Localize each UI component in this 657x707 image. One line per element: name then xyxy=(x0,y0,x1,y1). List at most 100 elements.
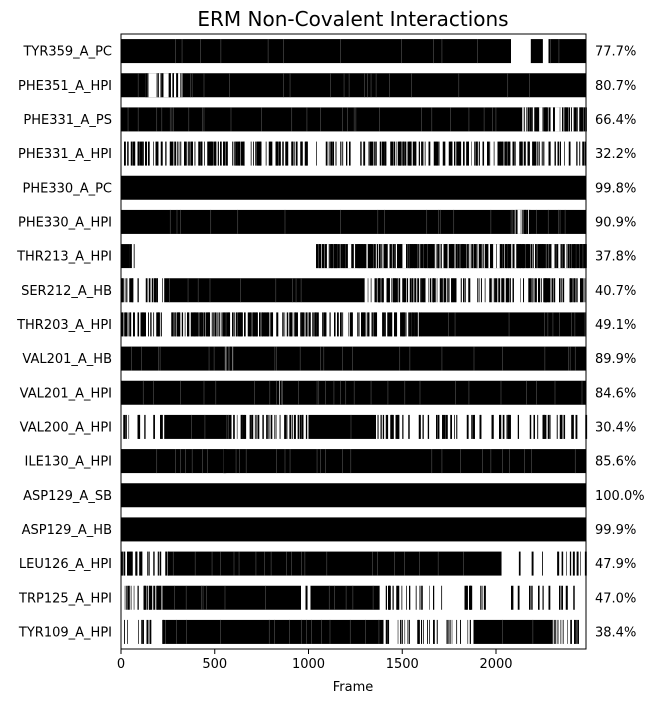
frame-tick xyxy=(393,278,394,303)
flicker-tick xyxy=(176,619,177,644)
interaction-row: ASP129_A_HB 99.9% xyxy=(22,517,636,542)
row-label: PHE331_A_HPI xyxy=(18,147,112,162)
frame-tick xyxy=(517,414,520,439)
frame-tick xyxy=(480,585,482,610)
frame-tick xyxy=(150,619,151,644)
frame-tick xyxy=(241,414,243,439)
frame-tick xyxy=(547,244,548,269)
frame-tick xyxy=(418,312,420,337)
frame-tick xyxy=(555,619,557,644)
flicker-tick xyxy=(433,39,434,64)
frame-tick xyxy=(346,244,348,269)
frame-tick xyxy=(212,141,214,166)
frame-tick xyxy=(414,141,416,166)
flicker-tick xyxy=(437,244,439,269)
frame-tick xyxy=(567,107,569,132)
row-label: THR213_A_HPI xyxy=(16,250,112,265)
flicker-tick xyxy=(291,107,293,132)
frame-tick xyxy=(437,414,440,439)
frame-tick xyxy=(546,107,548,132)
frame-tick xyxy=(466,141,467,166)
flicker-tick xyxy=(301,619,302,644)
frame-tick xyxy=(155,141,158,166)
frame-tick xyxy=(364,244,365,269)
frame-tick xyxy=(535,141,537,166)
frame-tick xyxy=(229,346,231,371)
frame-tick xyxy=(569,141,571,166)
frame-tick xyxy=(525,141,527,166)
frame-tick xyxy=(484,244,486,269)
frame-tick xyxy=(489,141,491,166)
frame-tick xyxy=(500,244,502,269)
frame-tick xyxy=(512,244,514,269)
flicker-tick xyxy=(559,209,561,234)
frame-tick xyxy=(423,619,424,644)
frame-tick xyxy=(208,312,210,337)
frame-tick xyxy=(316,312,318,337)
x-tick-label: 0 xyxy=(117,657,125,672)
frame-tick xyxy=(340,244,342,269)
frame-tick xyxy=(504,141,505,166)
frame-tick xyxy=(382,414,385,439)
flicker-tick xyxy=(206,585,207,610)
flicker-tick xyxy=(158,346,159,371)
frame-tick xyxy=(341,244,343,269)
frame-tick xyxy=(287,141,289,166)
flicker-tick xyxy=(574,312,576,337)
flicker-tick xyxy=(552,312,554,337)
frame-tick xyxy=(538,141,540,166)
frame-tick xyxy=(370,244,373,269)
frame-tick xyxy=(436,414,438,439)
rows-layer: TYR359_A_PC 77.7% PHE351_A_HPI 80.7% PHE331_… xyxy=(16,39,645,644)
frame-tick xyxy=(553,107,555,132)
frame-tick xyxy=(555,244,557,269)
chart-title: ERM Non-Covalent Interactions xyxy=(197,7,508,31)
interaction-row: THR213_A_HPI 37.8% xyxy=(16,244,636,269)
frame-tick xyxy=(325,312,327,337)
occupancy-span xyxy=(473,619,553,644)
frame-tick xyxy=(127,141,128,166)
flicker-tick xyxy=(268,619,270,644)
flicker-tick xyxy=(181,39,183,64)
frame-tick xyxy=(537,414,539,439)
frame-tick xyxy=(382,312,385,337)
flicker-tick xyxy=(526,380,527,405)
frame-tick xyxy=(526,244,528,269)
frame-tick xyxy=(160,551,162,576)
frame-tick xyxy=(584,141,586,166)
frame-tick xyxy=(428,278,430,303)
flicker-tick xyxy=(352,585,354,610)
frame-tick xyxy=(124,278,126,303)
frame-tick xyxy=(271,312,273,337)
flicker-tick xyxy=(558,39,560,64)
frame-tick xyxy=(257,141,260,166)
row-percent-label: 49.1% xyxy=(595,318,636,333)
frame-tick xyxy=(127,551,129,576)
frame-tick xyxy=(202,312,204,337)
frame-tick xyxy=(301,312,304,337)
frame-tick xyxy=(446,244,448,269)
frame-tick xyxy=(362,244,364,269)
flicker-tick xyxy=(131,346,132,371)
frame-tick xyxy=(355,244,357,269)
frame-tick xyxy=(542,244,544,269)
frame-tick xyxy=(389,244,392,269)
frame-tick xyxy=(190,312,193,337)
frame-tick xyxy=(433,278,436,303)
frame-tick xyxy=(133,141,135,166)
occupancy-ticks xyxy=(511,39,531,64)
frame-tick xyxy=(510,278,511,303)
flicker-tick xyxy=(377,209,379,234)
frame-tick xyxy=(174,141,177,166)
frame-tick xyxy=(371,312,373,337)
flicker-tick xyxy=(404,380,406,405)
frame-tick xyxy=(525,209,527,234)
frame-tick xyxy=(468,278,471,303)
occupancy-ticks xyxy=(121,414,588,439)
frame-tick xyxy=(250,141,252,166)
flicker-tick xyxy=(213,346,215,371)
frame-tick xyxy=(403,141,405,166)
frame-tick xyxy=(195,312,198,337)
frame-tick xyxy=(191,312,194,337)
interaction-row: VAL201_A_HB 89.9% xyxy=(22,346,636,371)
